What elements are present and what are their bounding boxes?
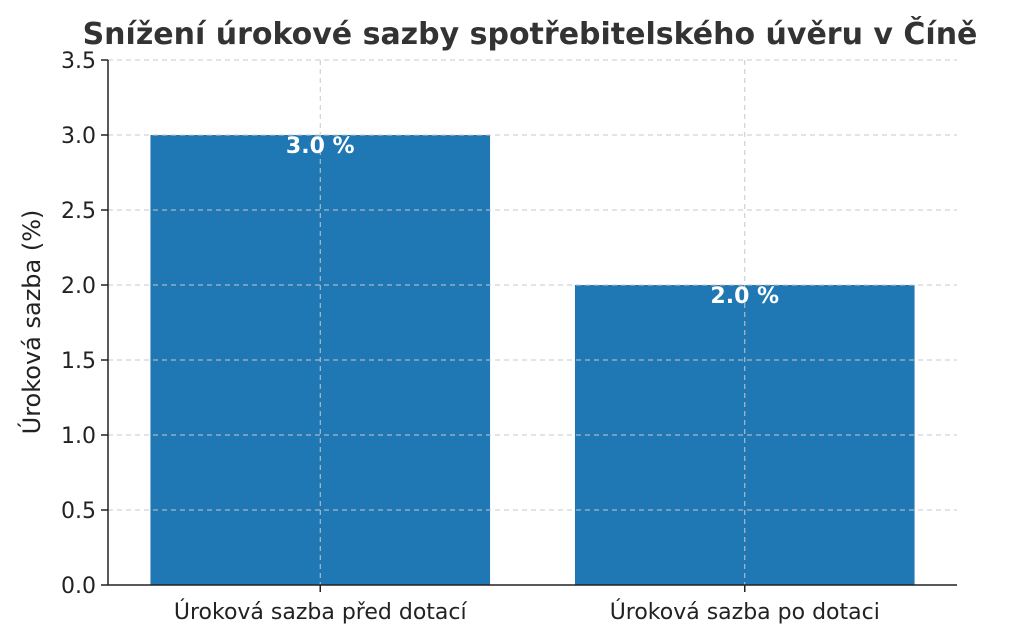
y-tick-label: 1.5	[61, 349, 96, 374]
x-tick-label: Úroková sazba před dotací	[174, 599, 468, 625]
data-label-1: 3.0 %	[286, 134, 355, 159]
y-tick-label: 2.0	[61, 274, 96, 299]
data-label-2: 2.0 %	[710, 284, 779, 309]
data-labels: 3.0 % 2.0 %	[286, 134, 779, 309]
y-axis-label: Úroková sazba (%)	[16, 210, 46, 435]
y-tick-label: 0.5	[61, 499, 96, 524]
y-tick-label: 2.5	[61, 199, 96, 224]
y-tick-label: 0.0	[61, 574, 96, 599]
x-tick-label: Úroková sazba po dotaci	[610, 599, 880, 625]
y-tick-label: 3.5	[61, 49, 96, 74]
x-ticks: Úroková sazba před dotací Úroková sazba p…	[174, 585, 880, 625]
y-tick-label: 1.0	[61, 424, 96, 449]
y-tick-label: 3.0	[61, 124, 96, 149]
chart-title: Snížení úrokové sazby spotřebitelského ú…	[83, 15, 978, 52]
y-ticks: 0.0 0.5 1.0 1.5 2.0 2.5 3.0 3.5	[61, 49, 108, 599]
